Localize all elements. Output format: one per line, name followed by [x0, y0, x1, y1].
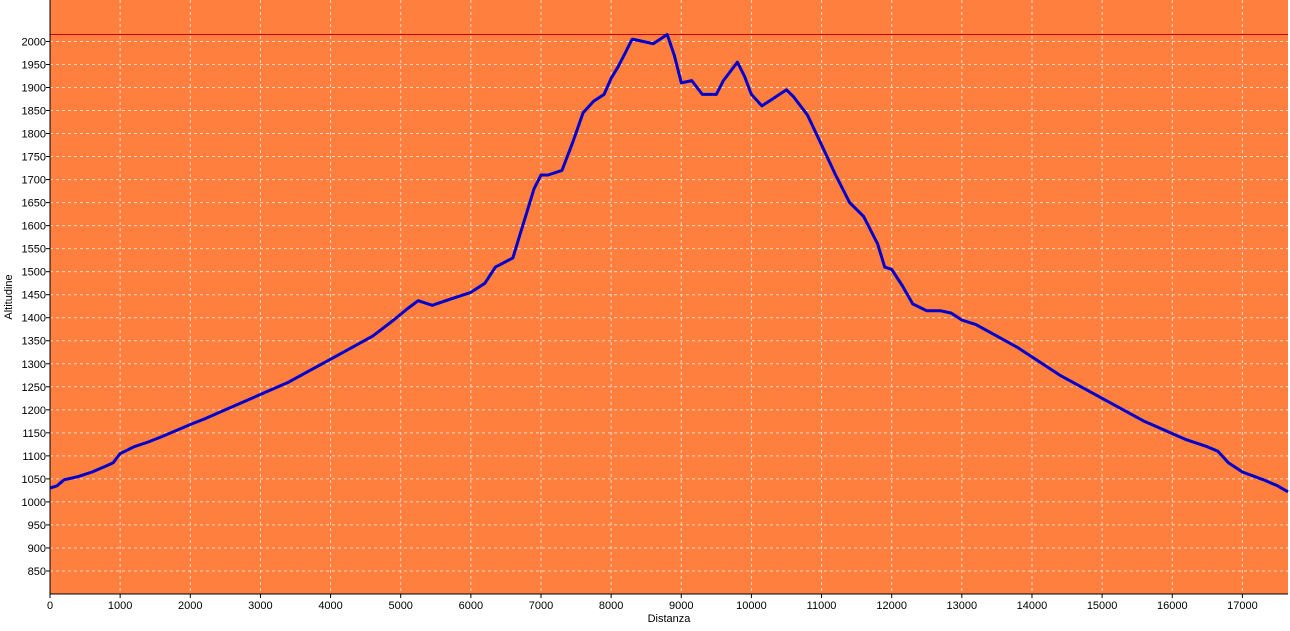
x-tick-label: 13000: [947, 600, 978, 612]
x-tick-label: 17000: [1227, 600, 1258, 612]
y-tick-label: 1950: [22, 59, 46, 71]
x-tick-label: 5000: [388, 600, 412, 612]
y-axis-label: Altitudine: [3, 274, 15, 319]
y-tick-label: 1850: [22, 106, 46, 118]
y-tick-label: 2000: [22, 36, 46, 48]
y-tick-label: 1800: [22, 129, 46, 141]
x-tick-label: 12000: [876, 600, 907, 612]
x-tick-label: 16000: [1157, 600, 1188, 612]
y-tick-label: 1300: [22, 359, 46, 371]
x-tick-label: 7000: [529, 600, 553, 612]
grid-layer: [50, 0, 1288, 594]
y-tick-label: 1450: [22, 290, 46, 302]
series-line: [49, 33, 1289, 494]
x-axis-label: Distanza: [648, 613, 692, 625]
x-tick-label: 9000: [669, 600, 693, 612]
y-tick-label: 950: [28, 520, 46, 532]
x-tick-label: 8000: [599, 600, 623, 612]
x-tick-label: 11000: [807, 600, 837, 612]
x-tick-label: 14000: [1017, 600, 1048, 612]
x-tick-label: 1000: [108, 600, 132, 612]
y-tick-label: 850: [28, 566, 46, 578]
x-tick-label: 10000: [736, 600, 767, 612]
y-tick-label: 1400: [22, 313, 46, 325]
x-tick-layer: 0 1000 2000 3000 4000 5000 6000 7000 8000 9000 100…: [47, 594, 1258, 612]
y-tick-label: 1700: [22, 175, 46, 187]
x-tick-label: 15000: [1087, 600, 1118, 612]
y-tick-label: 1500: [22, 267, 46, 279]
y-tick-label: 1100: [22, 451, 46, 463]
y-tick-label: 1200: [22, 405, 46, 417]
y-tick-label: 900: [28, 543, 46, 555]
y-tick-label: 1900: [22, 82, 46, 94]
y-tick-label: 1600: [22, 221, 46, 233]
y-tick-label: 1650: [22, 198, 46, 210]
x-tick-label: 6000: [459, 600, 483, 612]
x-tick-label: 4000: [318, 600, 342, 612]
y-tick-label: 1550: [22, 244, 46, 256]
y-tick-label: 1750: [22, 152, 46, 164]
y-tick-label: 1250: [22, 382, 46, 394]
x-tick-label: 2000: [178, 600, 202, 612]
y-tick-label: 1050: [22, 474, 46, 486]
y-tick-layer: 850 900 950 1000 1050 1100 1150 1200 1250 1300 135…: [22, 36, 50, 578]
y-tick-label: 1350: [22, 336, 46, 348]
x-tick-label: 0: [47, 600, 53, 612]
y-tick-label: 1150: [22, 428, 46, 440]
plot-background: [50, 0, 1288, 594]
y-tick-label: 1000: [22, 497, 46, 509]
x-tick-label: 3000: [248, 600, 272, 612]
